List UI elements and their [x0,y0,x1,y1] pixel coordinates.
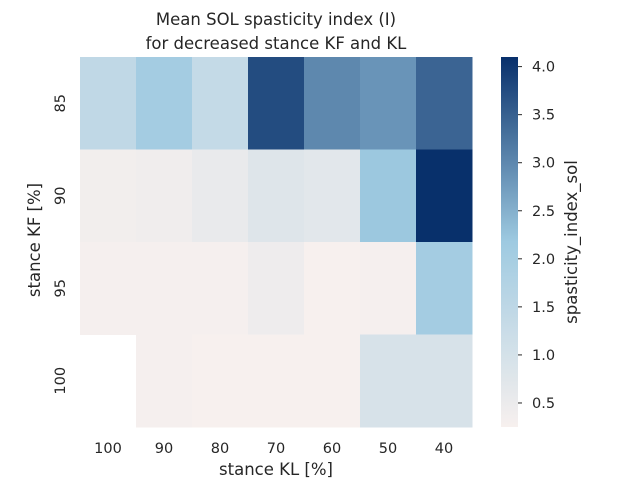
heatmap-cell-r0-c2 [192,57,249,150]
colorbar-tick-label: 1.0 [532,348,555,364]
colorbar-tick-label: 1.5 [532,300,555,316]
heatmap-cells [80,57,473,428]
title-line-1: Mean SOL spasticity index (I) [156,10,396,29]
heatmap-cell-r1-c4 [304,149,361,243]
colorbar-tick-label: 0.5 [532,396,555,412]
y-tick-label: 95 [53,279,69,297]
heatmap-cell-r1-c5 [360,149,417,243]
x-tick-label: 40 [435,441,453,457]
heatmap-cell-r0-c3 [248,57,305,150]
title-line-2: for decreased stance KF and KL [146,34,408,53]
colorbar-label: spasticity_index_sol [562,160,582,324]
heatmap-cell-r2-c0 [80,242,137,335]
y-tick-label: 100 [53,367,69,395]
heatmap-cell-r0-c6 [416,57,473,150]
colorbar-tick-label: 3.0 [532,156,555,172]
heatmap-cell-r2-c5 [360,242,417,335]
x-tick-label: 90 [155,441,173,457]
heatmap-cell-r3-c4 [304,334,361,428]
colorbar-tick-label: 2.5 [532,204,555,220]
x-tick-label: 80 [211,441,229,457]
colorbar-ticks: 0.5 1.0 1.5 2.0 2.5 3.0 3.5 4.0 [518,60,555,412]
chart-title: Mean SOL spasticity index (I) for decrea… [146,10,408,53]
heatmap-cell-r1-c6 [416,149,473,243]
heatmap-cell-r2-c2 [192,242,249,335]
x-tick-label: 70 [267,441,285,457]
y-axis-label: stance KF [%] [25,183,44,297]
x-axis-label: stance KL [%] [219,460,333,479]
heatmap-cell-r0-c4 [304,57,361,150]
y-tick-label: 85 [53,94,69,112]
heatmap-cell-r0-c0 [80,57,137,150]
heatmap-cell-r3-c3 [248,334,305,428]
heatmap-cell-r1-c1 [136,149,193,243]
heatmap-cell-r2-c3 [248,242,305,335]
heatmap-cell-r1-c3 [248,149,305,243]
heatmap-cell-r3-c1 [136,334,193,428]
x-tick-label: 50 [379,441,397,457]
x-tick-label: 60 [323,441,341,457]
heatmap-cell-r2-c4 [304,242,361,335]
heatmap-cell-r1-c2 [192,149,249,243]
heatmap-cell-r0-c5 [360,57,417,150]
colorbar [501,57,518,427]
y-tick-labels: 85 90 95 100 [53,94,69,395]
heatmap-cell-r0-c1 [136,57,193,150]
colorbar-tick-label: 3.5 [532,108,555,124]
heatmap-cell-r2-c1 [136,242,193,335]
heatmap-cell-r3-c6 [416,334,473,428]
heatmap-cell-r3-c5 [360,334,417,428]
y-tick-label: 90 [53,187,69,205]
heatmap-cell-r3-c2 [192,334,249,428]
heatmap-cell-r2-c6 [416,242,473,335]
x-tick-labels: 100 90 80 70 60 50 40 [94,441,453,457]
x-tick-label: 100 [94,441,122,457]
heatmap-cell-r1-c0 [80,149,137,243]
colorbar-tick-label: 4.0 [532,60,555,76]
colorbar-tick-label: 2.0 [532,252,555,268]
